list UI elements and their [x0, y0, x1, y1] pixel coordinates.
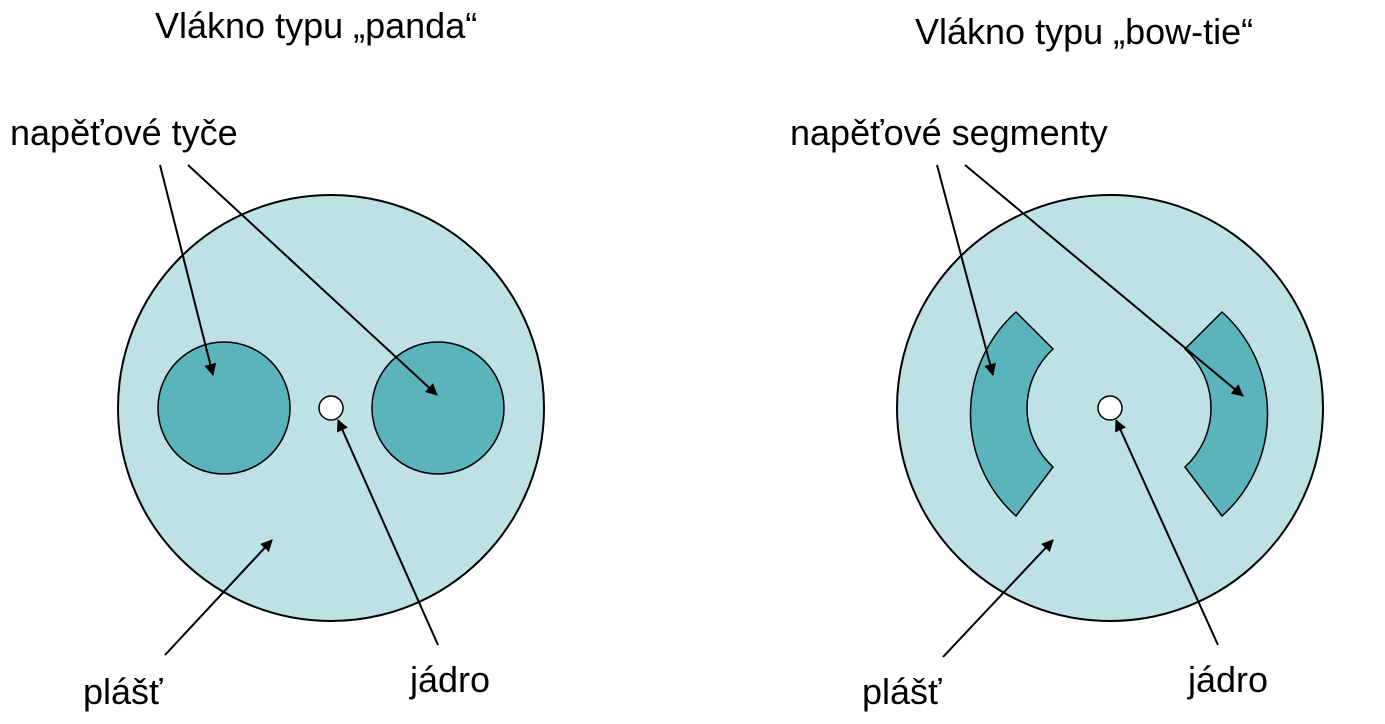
panda-core [318, 395, 344, 421]
panda-cladding-arrow [164, 539, 273, 656]
panda-title: Vlákno typu „panda“ [155, 5, 477, 46]
bowtie-stress-label: napěťové segmenty [790, 112, 1108, 153]
panda-fiber: Vlákno typu „panda“ napěťové tyče plášť … [10, 5, 545, 712]
bowtie-core [1097, 395, 1123, 421]
panda-stress-rod-left [157, 341, 291, 475]
bowtie-cladding-label: plášť [862, 671, 942, 712]
panda-core-arrow [336, 419, 439, 646]
panda-core-label: jádro [409, 659, 490, 700]
panda-cladding-label: plášť [83, 671, 163, 712]
panda-stress-arrow-left [159, 164, 217, 376]
bowtie-core-label: jádro [1187, 659, 1268, 700]
bowtie-fiber: Vlákno typu „bow-tie“ napěťové segmenty … [790, 11, 1324, 712]
bowtie-cladding-arrow [942, 539, 1054, 658]
panda-stress-label: napěťové tyče [10, 112, 238, 153]
panda-stress-rod-right [371, 341, 505, 475]
bowtie-stress-arrow-left [936, 164, 996, 376]
bowtie-stress-arrow-right [964, 164, 1244, 397]
panda-stress-arrow-right [187, 164, 438, 396]
bowtie-title: Vlákno typu „bow-tie“ [915, 11, 1253, 52]
bowtie-core-arrow [1115, 419, 1219, 646]
bowtie-stress-segment-right [1183, 310, 1269, 518]
